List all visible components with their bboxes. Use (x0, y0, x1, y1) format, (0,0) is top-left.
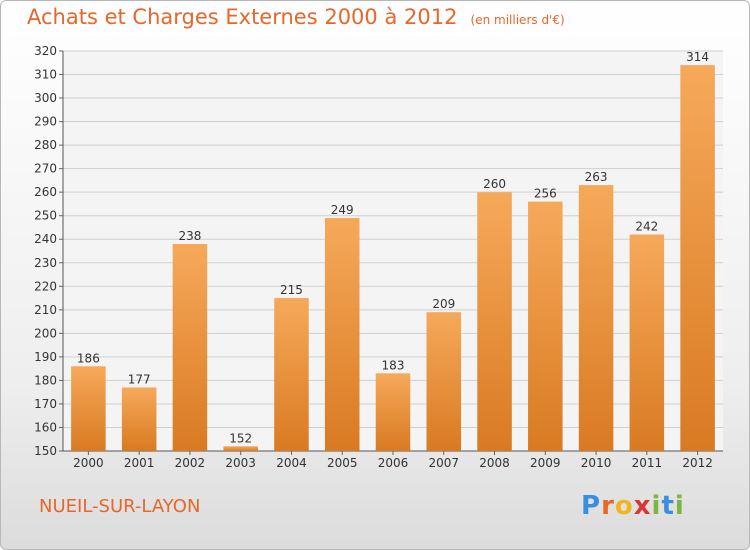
y-tick-label: 250 (34, 209, 57, 223)
bar (629, 234, 665, 451)
bar-value-label: 183 (382, 358, 405, 372)
bar (680, 65, 715, 451)
x-tick-label: 2010 (581, 456, 612, 470)
bar-value-label: 177 (128, 372, 151, 386)
y-tick-label: 190 (34, 350, 57, 364)
x-tick-label: 2012 (682, 456, 713, 470)
bar-value-label: 215 (280, 283, 303, 297)
bar (71, 366, 106, 451)
x-tick-label: 2000 (73, 456, 104, 470)
logo-letter: P (581, 491, 602, 521)
chart-title: Achats et Charges Externes 2000 à 2012 (27, 5, 458, 29)
bar-value-label: 260 (483, 177, 506, 191)
bar (477, 192, 512, 452)
bar-value-label: 249 (331, 203, 354, 217)
chart-subtitle: (en milliers d'€) (470, 13, 565, 27)
y-tick-label: 270 (34, 162, 57, 176)
x-tick-label: 2004 (276, 456, 307, 470)
x-tick-label: 2001 (124, 456, 155, 470)
x-tick-label: 2005 (327, 456, 358, 470)
y-tick-label: 260 (34, 185, 57, 199)
proxiti-logo: Proxiti (581, 491, 685, 521)
bar-value-label: 186 (77, 351, 100, 365)
y-tick-label: 180 (34, 373, 57, 387)
bar-value-label: 256 (534, 187, 557, 201)
x-tick-label: 2011 (632, 456, 663, 470)
bar (426, 312, 462, 451)
y-tick-label: 290 (34, 115, 57, 129)
y-tick-label: 320 (34, 44, 57, 58)
y-tick-label: 240 (34, 232, 57, 246)
x-tick-label: 2008 (479, 456, 510, 470)
bar-value-label: 209 (432, 297, 455, 311)
logo-letter: o (614, 491, 634, 521)
y-tick-label: 220 (34, 279, 57, 293)
bar (172, 243, 208, 451)
bar-value-label: 314 (686, 50, 709, 64)
x-tick-label: 2002 (175, 456, 206, 470)
place-name: NUEIL-SUR-LAYON (39, 496, 201, 517)
y-tick-label: 150 (34, 444, 57, 458)
bar (324, 218, 360, 451)
x-tick-label: 2003 (225, 456, 256, 470)
bar (223, 446, 258, 451)
bar-value-label: 152 (229, 431, 252, 445)
logo-letter: i (651, 491, 662, 521)
logo-letter: t (661, 491, 675, 521)
bar (528, 201, 563, 451)
bar (274, 298, 309, 451)
y-tick-label: 230 (34, 256, 57, 270)
logo-letter: r (601, 491, 615, 521)
logo-letter: i (674, 491, 685, 521)
y-tick-label: 300 (34, 91, 57, 105)
bar-value-label: 238 (178, 229, 201, 243)
x-tick-label: 2007 (428, 456, 459, 470)
bar-value-label: 263 (585, 170, 608, 184)
x-tick-label: 2006 (378, 456, 409, 470)
y-tick-label: 210 (34, 303, 57, 317)
x-tick-label: 2009 (530, 456, 561, 470)
y-tick-label: 280 (34, 138, 57, 152)
y-tick-label: 200 (34, 326, 57, 340)
y-tick-label: 170 (34, 397, 57, 411)
bar-value-label: 242 (635, 220, 658, 234)
bar (578, 185, 614, 451)
logo-letter: x (633, 491, 652, 521)
y-tick-label: 310 (34, 68, 57, 82)
chart-title-block: Achats et Charges Externes 2000 à 2012 (… (27, 5, 565, 29)
y-tick-label: 160 (34, 420, 57, 434)
bar (375, 373, 411, 451)
bar (121, 387, 157, 451)
